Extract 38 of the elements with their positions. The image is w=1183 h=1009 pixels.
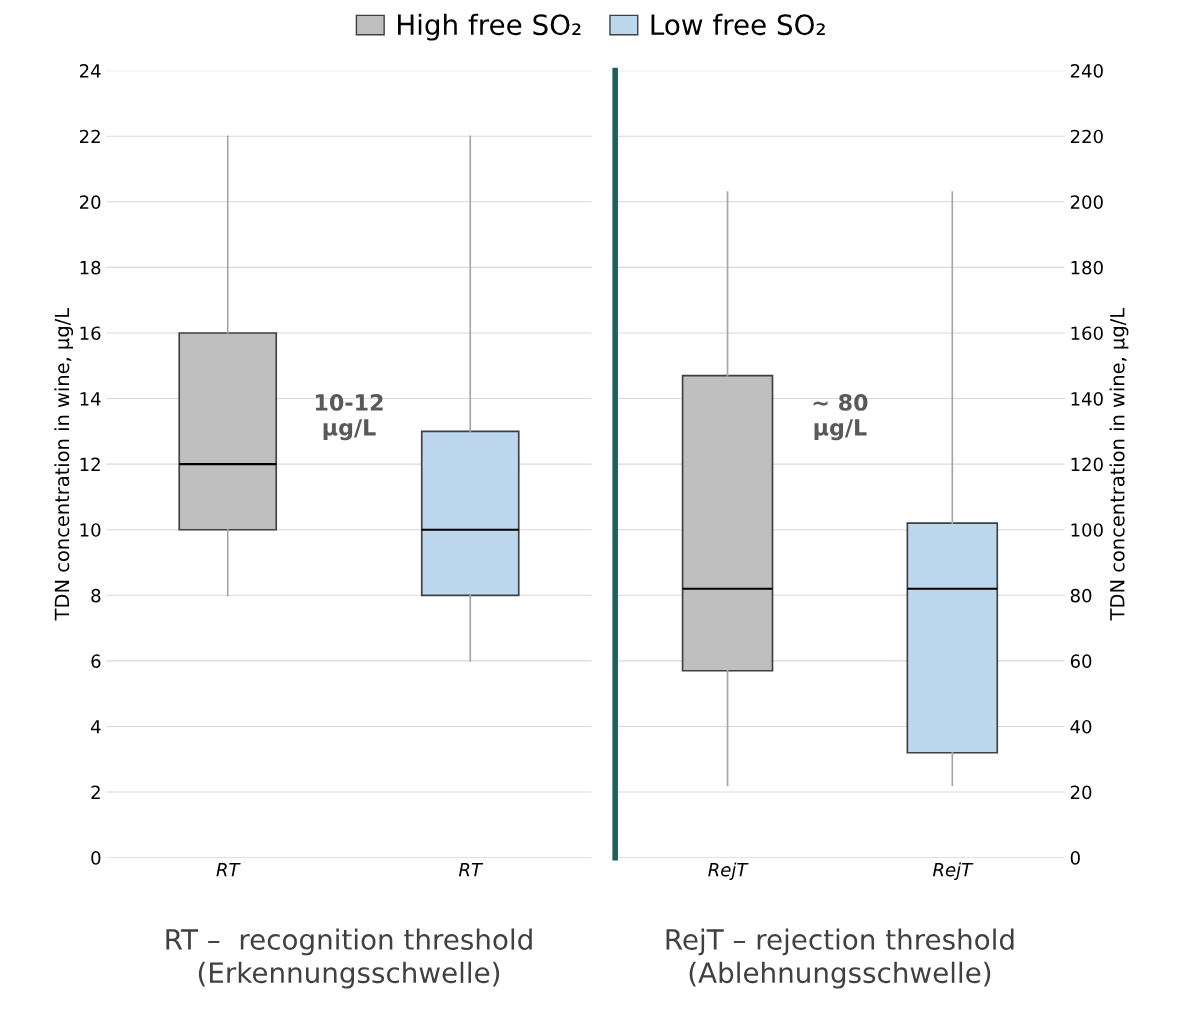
text: RT – recognition threshold (Erkennungsschwelle): [166, 928, 532, 989]
y-tick-label: 18: [80, 260, 101, 275]
y-tick-label: 0: [1070, 851, 1080, 865]
y-tick-label: 180: [1071, 260, 1103, 275]
x-tick-label: RejT: [932, 862, 974, 880]
y-axis-title: TDN concentration in wine, µg/L: [1109, 308, 1129, 621]
x-tick-label: RejT: [708, 862, 749, 880]
y-tick-label: 10: [80, 523, 101, 537]
y-tick-label: 2: [91, 785, 100, 799]
y-tick-label: 220: [1070, 129, 1103, 144]
y-tick-label: 22: [79, 129, 100, 144]
y-tick-label: 8: [91, 588, 101, 603]
legend-label: High free SO₂: [398, 13, 581, 41]
y-tick-label: 20: [1070, 785, 1092, 800]
y-tick-label: 40: [1070, 719, 1092, 734]
x-tick-label: RT: [216, 863, 241, 877]
text: RejT – rejection threshold (Ablehnungsschwelle): [666, 928, 1014, 989]
y-tick-label: 24: [79, 64, 101, 78]
y-tick-label: 16: [80, 326, 101, 341]
y-tick-label: 100: [1071, 523, 1103, 537]
y-tick-label: 200: [1070, 195, 1103, 209]
legend-label: Low free SO₂: [651, 13, 825, 36]
y-axis-title: TDN concentration in wine, µg/L: [54, 308, 74, 621]
x-tick-label: RT: [458, 863, 484, 877]
y-tick-label: 14: [80, 392, 101, 406]
y-tick-label: 240: [1070, 64, 1103, 78]
y-tick-label: 20: [79, 195, 101, 209]
annotation: ~ 80 µg/L: [813, 394, 868, 441]
y-tick-label: 4: [91, 720, 101, 734]
y-tick-label: 160: [1071, 326, 1103, 341]
annotation: 10-12 µg/L: [315, 394, 383, 441]
y-tick-label: 0: [91, 851, 101, 865]
y-tick-label: 60: [1070, 654, 1092, 669]
y-tick-label: 12: [80, 457, 100, 471]
y-tick-label: 80: [1070, 588, 1092, 603]
y-tick-label: 6: [91, 654, 101, 669]
y-tick-label: 120: [1071, 457, 1103, 472]
y-tick-label: 140: [1071, 392, 1103, 406]
